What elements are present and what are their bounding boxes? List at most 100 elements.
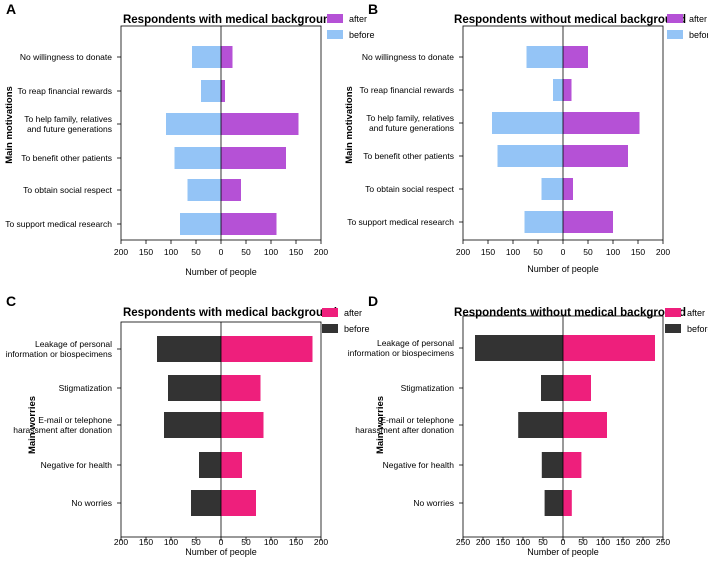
bar-after bbox=[563, 490, 572, 516]
x-tick-label: 0 bbox=[219, 537, 224, 547]
legend-label: after bbox=[344, 308, 362, 318]
x-axis-label: Number of people bbox=[185, 547, 257, 557]
legend-label: before bbox=[344, 324, 370, 334]
bar-before bbox=[180, 213, 221, 235]
category-label-line: information or biospecimens bbox=[6, 349, 112, 359]
bar-before bbox=[492, 112, 563, 134]
category-label-line: To obtain social respect bbox=[365, 184, 454, 194]
category-label: Negative for health bbox=[41, 460, 113, 470]
chart-title: Respondents without medical background bbox=[454, 307, 686, 319]
category-label-line: To support medical research bbox=[5, 219, 112, 229]
bar-before bbox=[201, 80, 221, 102]
bar-after bbox=[221, 179, 241, 201]
legend-swatch bbox=[665, 324, 681, 333]
x-tick-label: 150 bbox=[139, 537, 153, 547]
category-label-line: Negative for health bbox=[383, 460, 455, 470]
bar-before bbox=[553, 79, 563, 101]
legend-swatch bbox=[327, 14, 343, 23]
x-tick-label: 150 bbox=[481, 247, 495, 257]
category-label-line: No willingness to donate bbox=[20, 52, 112, 62]
x-tick-label: 200 bbox=[456, 247, 470, 257]
x-tick-label: 250 bbox=[656, 537, 670, 547]
x-tick-label: 50 bbox=[533, 247, 543, 257]
bar-before bbox=[192, 46, 221, 68]
panel-letter: C bbox=[6, 293, 16, 309]
bar-before bbox=[164, 412, 221, 438]
bar-before bbox=[168, 375, 221, 401]
category-label: Leakage of personal information or biospe… bbox=[348, 338, 454, 358]
panel-letter: D bbox=[368, 293, 378, 309]
bar-after bbox=[563, 46, 588, 68]
bar-after bbox=[221, 375, 261, 401]
category-label-line: To reap financial rewards bbox=[360, 85, 455, 95]
bar-after bbox=[563, 335, 655, 361]
bar-before bbox=[541, 178, 563, 200]
category-label: To reap financial rewards bbox=[18, 86, 113, 96]
legend-swatch bbox=[665, 308, 681, 317]
chart-title: Respondents with medical background bbox=[123, 14, 337, 26]
x-tick-label: 100 bbox=[506, 247, 520, 257]
x-tick-label: 50 bbox=[191, 537, 201, 547]
legend-swatch bbox=[667, 30, 683, 39]
category-label-line: and future generations bbox=[369, 123, 454, 133]
bar-after bbox=[221, 213, 277, 235]
bar-after bbox=[563, 211, 613, 233]
x-tick-label: 50 bbox=[241, 537, 251, 547]
category-label: To reap financial rewards bbox=[360, 85, 455, 95]
bar-before bbox=[518, 412, 563, 438]
bar-after bbox=[221, 80, 225, 102]
legend-swatch bbox=[327, 30, 343, 39]
legend-swatch bbox=[322, 308, 338, 317]
bar-before bbox=[187, 179, 221, 201]
x-tick-label: 50 bbox=[538, 537, 548, 547]
category-label-line: Stigmatization bbox=[401, 383, 455, 393]
legend-swatch bbox=[667, 14, 683, 23]
bar-after bbox=[221, 452, 242, 478]
category-label-line: and future generations bbox=[27, 124, 112, 134]
x-tick-label: 100 bbox=[264, 247, 278, 257]
bar-after bbox=[221, 490, 256, 516]
category-label-line: To benefit other patients bbox=[21, 153, 112, 163]
bar-before bbox=[544, 490, 563, 516]
category-label-line: To help family, relatives bbox=[366, 113, 454, 123]
category-label: E-mail or telephone harassment after dona… bbox=[355, 415, 454, 435]
category-label-line: No willingness to donate bbox=[362, 52, 454, 62]
x-tick-label: 50 bbox=[578, 537, 588, 547]
category-label: No worries bbox=[413, 498, 454, 508]
x-tick-label: 200 bbox=[314, 537, 328, 547]
x-axis-label: Number of people bbox=[185, 267, 257, 277]
bar-before bbox=[157, 336, 221, 362]
bar-after bbox=[563, 112, 640, 134]
category-label-line: Leakage of personal bbox=[35, 339, 112, 349]
bar-after bbox=[221, 412, 264, 438]
x-tick-label: 150 bbox=[496, 537, 510, 547]
bar-after bbox=[221, 46, 233, 68]
panel-letter: A bbox=[6, 1, 16, 17]
x-tick-label: 100 bbox=[596, 537, 610, 547]
bar-after bbox=[563, 178, 573, 200]
bar-before bbox=[166, 113, 221, 135]
x-axis-label: Number of people bbox=[527, 547, 599, 557]
x-tick-label: 200 bbox=[636, 537, 650, 547]
bar-before bbox=[199, 452, 221, 478]
x-tick-label: 0 bbox=[561, 537, 566, 547]
y-axis-label: Main worries bbox=[27, 396, 38, 454]
x-tick-label: 150 bbox=[616, 537, 630, 547]
category-label: To support medical research bbox=[347, 217, 454, 227]
category-label-line: harassment after donation bbox=[13, 425, 112, 435]
x-tick-label: 200 bbox=[114, 247, 128, 257]
legend-label: after bbox=[687, 308, 705, 318]
category-label: Stigmatization bbox=[401, 383, 455, 393]
category-label: No willingness to donate bbox=[362, 52, 454, 62]
category-label-line: To reap financial rewards bbox=[18, 86, 113, 96]
x-tick-label: 200 bbox=[476, 537, 490, 547]
y-axis-label: Main motivations bbox=[4, 86, 15, 164]
category-label: Leakage of personal information or biospe… bbox=[6, 339, 112, 359]
bar-before bbox=[526, 46, 563, 68]
panel-c: C Respondents with medical background Main… bbox=[6, 293, 370, 557]
panel-d: D Respondents without medical background M… bbox=[348, 293, 708, 557]
bar-after bbox=[221, 113, 299, 135]
x-tick-label: 50 bbox=[583, 247, 593, 257]
x-tick-label: 100 bbox=[164, 537, 178, 547]
